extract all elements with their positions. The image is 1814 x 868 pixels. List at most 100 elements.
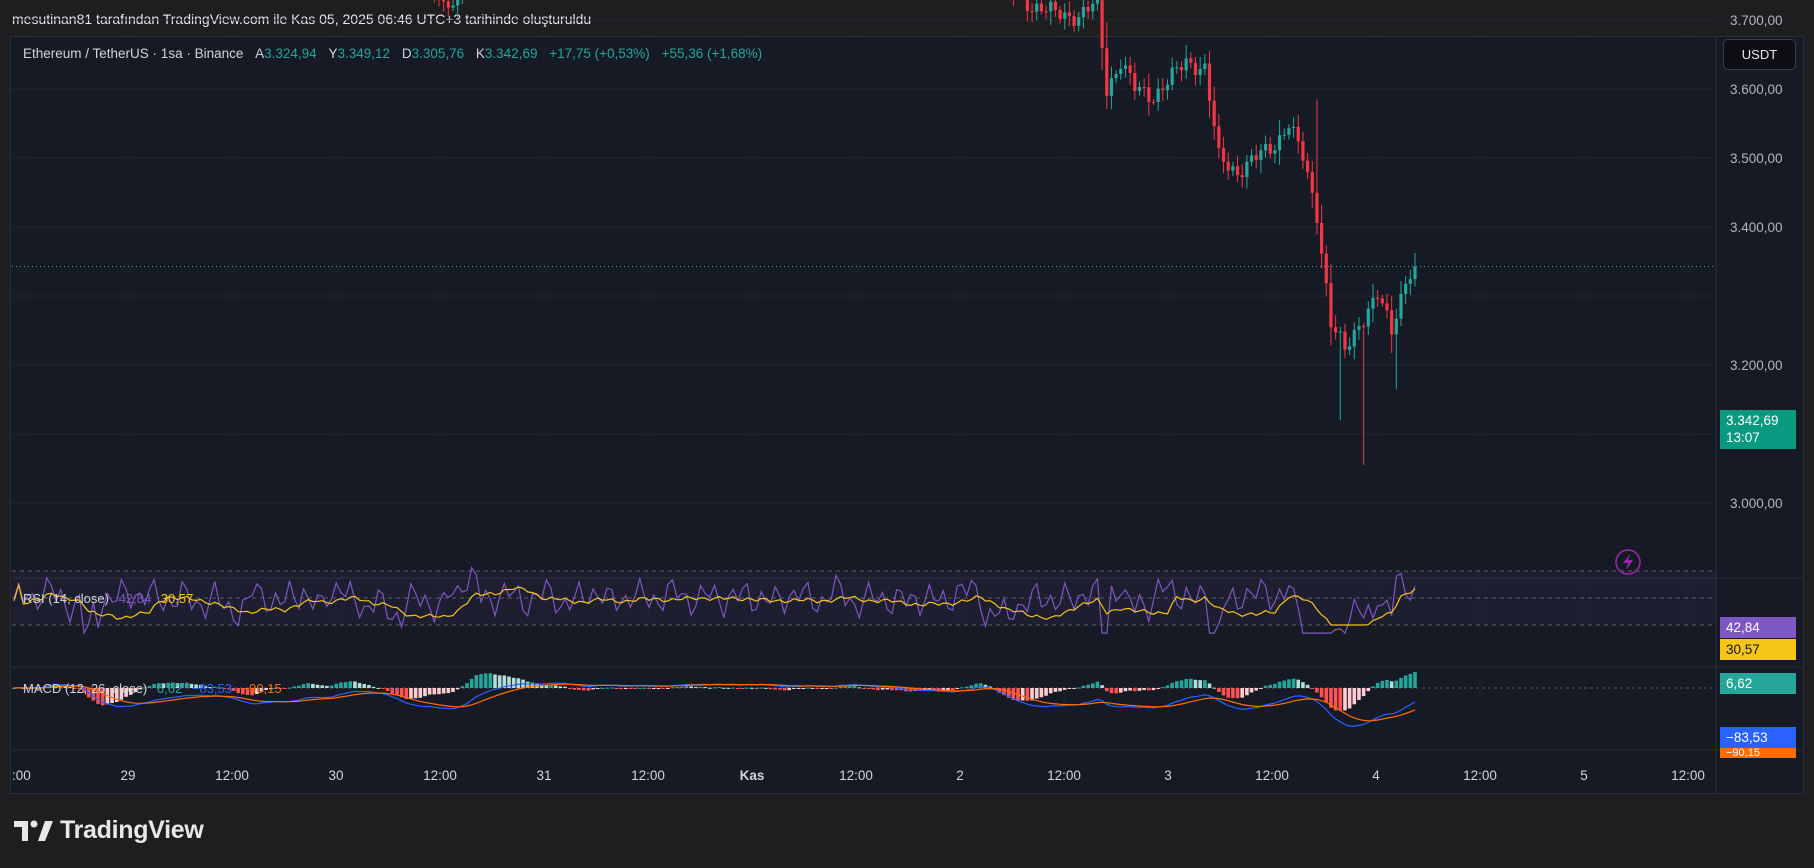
bearish-candle: [1329, 283, 1333, 328]
bearish-candle: [1343, 331, 1347, 350]
macd-legend[interactable]: MACD (12, 26, close) 6,62 −83,53 −90,15: [23, 681, 282, 696]
macd-histogram-bar: [1324, 688, 1329, 703]
macd-histogram-bar: [680, 686, 684, 688]
macd-histogram-bar: [1268, 684, 1273, 688]
macd-histogram-bar: [642, 687, 647, 689]
macd-histogram-bar: [1058, 688, 1062, 692]
top-bar: mesutinan81 tarafından TradingView.com i…: [0, 0, 1814, 36]
rsi-legend[interactable]: RSI (14, close) 42,84 30,57: [23, 591, 193, 606]
macd-histogram-bar: [670, 687, 675, 689]
macd-histogram-bar: [1357, 688, 1361, 700]
bullish-candle: [1404, 283, 1408, 294]
bearish-candle: [1217, 126, 1221, 148]
macd-hist-value: 6,62: [156, 681, 183, 696]
macd-histogram-bar: [1226, 688, 1230, 698]
rsi-value: 42,84: [118, 591, 152, 606]
macd-histogram-bar: [208, 686, 212, 688]
bullish-candle: [1366, 308, 1370, 327]
macd-histogram-bar: [142, 687, 147, 689]
macd-histogram-bar: [1361, 688, 1366, 697]
macd-histogram-bar: [880, 688, 885, 690]
time-tick-label: 31: [536, 768, 551, 783]
currency-button[interactable]: USDT: [1723, 39, 1796, 70]
candle-countdown: 13:07: [1726, 430, 1760, 445]
macd-histogram-bar: [1076, 687, 1081, 689]
bearish-candle: [1268, 144, 1272, 154]
macd-histogram-bar: [511, 677, 516, 688]
bullish-candle: [1119, 68, 1123, 74]
macd-histogram-bar: [885, 688, 890, 690]
macd-histogram-bar: [731, 687, 735, 689]
macd-histogram-bar: [614, 688, 619, 689]
low-label: D: [401, 46, 412, 61]
bearish-candle: [1240, 175, 1244, 178]
close-value: 3.342,69: [484, 46, 538, 61]
macd-histogram-bar: [1086, 684, 1090, 688]
macd-histogram-bar: [1118, 688, 1123, 693]
price-tick-label: 3.500,00: [1730, 151, 1783, 166]
symbol-name[interactable]: Ethereum / TetherUS · 1sa · Binance: [23, 46, 244, 61]
macd-histogram-bar: [395, 688, 399, 695]
macd-histogram-bar: [180, 682, 184, 688]
low-value: 3.305,76: [411, 46, 465, 61]
macd-histogram-bar: [1245, 688, 1249, 696]
macd-histogram-bar: [273, 687, 278, 689]
macd-histogram-bar: [231, 688, 236, 691]
bearish-candle: [1235, 166, 1240, 176]
macd-histogram-bar: [1282, 680, 1287, 688]
macd-histogram-bar: [287, 687, 292, 689]
macd-histogram-bar: [49, 684, 54, 688]
bullish-candle: [1408, 279, 1412, 284]
macd-histogram-bar: [1254, 688, 1259, 691]
bearish-candle: [1320, 222, 1324, 254]
macd-histogram-bar: [301, 684, 306, 688]
macd-histogram-bar: [950, 688, 955, 691]
macd-histogram-bar: [110, 688, 114, 704]
last-price-tag: 3.342,69 13:07: [1720, 410, 1796, 449]
macd-histogram-bar: [362, 683, 367, 688]
bullish-candle: [1035, 3, 1039, 12]
bullish-candle: [1184, 58, 1188, 71]
macd-histogram-bar: [899, 688, 904, 691]
chart-frame[interactable]: [10, 36, 1804, 794]
macd-histogram-bar: [637, 687, 642, 689]
time-tick-label: 12:00: [1047, 768, 1081, 783]
rsi-line: [13, 565, 1416, 636]
macd-histogram-bar: [371, 686, 376, 688]
bullish-candle: [1198, 68, 1202, 76]
macd-histogram-bar: [694, 687, 698, 689]
macd-histogram-bar: [1403, 675, 1408, 688]
macd-histogram-bar: [170, 682, 175, 688]
macd-histogram-bar: [750, 687, 754, 689]
bearish-candle: [442, 0, 446, 2]
change2-value: +55,36 (+1,68%): [661, 46, 763, 61]
time-tick-label: 4: [1372, 768, 1380, 783]
macd-histogram-bar: [876, 688, 880, 691]
macd-histogram-bar: [68, 687, 72, 689]
bearish-candle: [1105, 48, 1109, 96]
macd-histogram-bar: [1380, 680, 1385, 688]
bullish-candle: [1357, 326, 1361, 330]
macd-histogram-bar: [1179, 680, 1184, 688]
macd-histogram-bar: [152, 684, 156, 688]
bearish-candle: [1324, 253, 1328, 284]
macd-histogram-bar: [1207, 683, 1212, 688]
macd-histogram-bar: [385, 688, 390, 691]
macd-histogram-bar: [474, 675, 479, 688]
macd-histogram-bar: [96, 688, 100, 704]
macd-histogram-bar: [792, 688, 796, 689]
macd-histogram-bar: [483, 673, 488, 688]
macd-histogram-bar: [1352, 688, 1357, 705]
macd-histogram-bar: [269, 688, 273, 690]
macd-histogram-bar: [213, 686, 217, 688]
macd-histogram-bar: [147, 685, 152, 688]
macd-histogram-bar: [600, 687, 605, 689]
open-value: 3.324,94: [264, 46, 317, 61]
macd-histogram-bar: [306, 683, 311, 688]
macd-histogram-bar: [1006, 688, 1011, 698]
bullish-candle: [1063, 12, 1067, 19]
macd-axis-tag: −83,53: [1720, 727, 1796, 748]
bullish-candle: [1287, 128, 1291, 135]
macd-histogram-bar: [1184, 679, 1188, 688]
